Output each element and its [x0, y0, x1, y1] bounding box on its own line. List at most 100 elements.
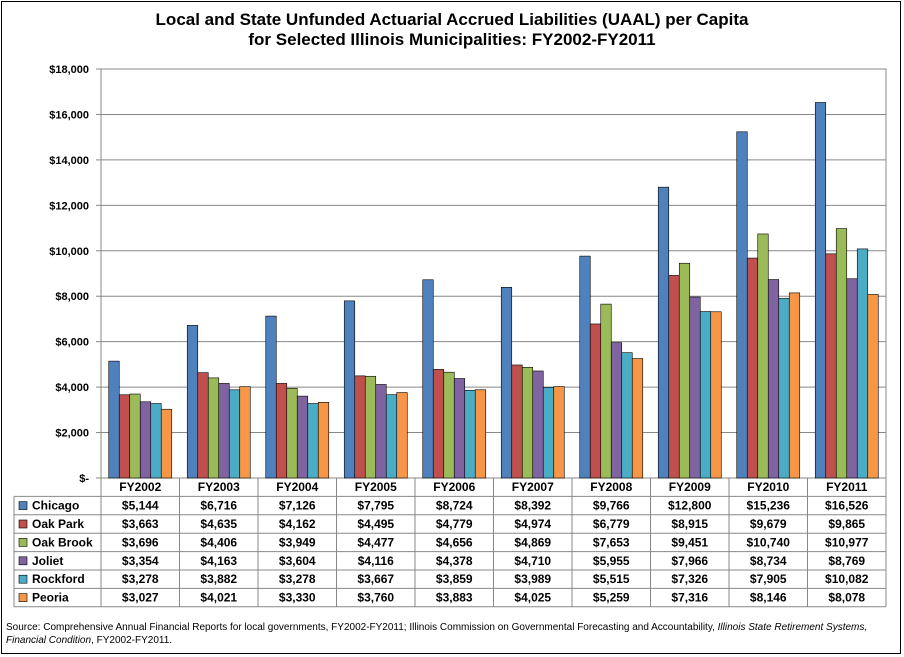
- bar: [354, 375, 366, 479]
- y-tick-label: $10,000: [49, 246, 89, 258]
- bar: [814, 102, 827, 479]
- bar: [207, 377, 220, 479]
- bar: [129, 393, 141, 479]
- legend-label: Oak Brook: [32, 535, 93, 549]
- data-label: $10,740: [747, 535, 791, 549]
- data-label: $3,760: [357, 591, 394, 605]
- legend-swatch: [18, 574, 28, 584]
- data-label: $3,667: [357, 572, 394, 586]
- bar: [275, 383, 288, 479]
- bar: [375, 384, 387, 479]
- bar: [532, 370, 544, 479]
- y-tick-label: $18,000: [49, 64, 89, 76]
- data-label: $9,451: [671, 535, 708, 549]
- bar: [600, 303, 612, 479]
- legend-label: Rockford: [32, 572, 85, 586]
- source-text-1: Source: Comprehensive Annual Financial R…: [6, 622, 718, 633]
- x-tick-label: FY2006: [433, 480, 475, 494]
- data-label: $15,236: [747, 499, 791, 513]
- legend-swatch: [18, 501, 28, 510]
- data-label: $3,027: [122, 591, 159, 605]
- data-label: $7,905: [750, 572, 787, 586]
- bar: [856, 248, 869, 479]
- bar: [757, 233, 769, 479]
- bar: [396, 392, 408, 479]
- data-label: $8,392: [514, 499, 551, 513]
- data-label: $7,326: [671, 572, 708, 586]
- data-label: $10,977: [825, 535, 869, 549]
- data-label: $6,716: [200, 499, 237, 513]
- legend-label: Oak Park: [32, 517, 84, 531]
- legend-label: Peoria: [32, 591, 69, 605]
- bar: [500, 287, 513, 479]
- data-label: $4,025: [514, 591, 551, 605]
- y-tick-label: $14,000: [49, 155, 89, 167]
- x-tick-label: FY2011: [826, 480, 868, 494]
- bar: [610, 342, 623, 479]
- data-label: $4,021: [200, 591, 237, 605]
- legend-swatch: [18, 519, 28, 529]
- data-label: $4,495: [357, 517, 394, 531]
- bar: [746, 257, 759, 479]
- bar: [453, 378, 466, 479]
- data-label: $3,883: [436, 591, 473, 605]
- data-label: $9,865: [828, 517, 865, 531]
- y-tick-label: $-: [79, 473, 89, 485]
- data-label: $3,278: [122, 572, 159, 586]
- bar: [343, 300, 356, 479]
- data-label: $12,800: [668, 499, 712, 513]
- bar: [631, 358, 644, 479]
- data-label: $6,779: [593, 517, 630, 531]
- legend-swatch: [18, 593, 28, 602]
- bar: [678, 262, 691, 479]
- bar: [521, 367, 534, 479]
- bar: [385, 394, 398, 479]
- bar: [553, 386, 565, 479]
- data-label: $8,915: [671, 517, 708, 531]
- bar: [422, 279, 434, 479]
- data-label: $4,869: [514, 535, 551, 549]
- bar: [710, 311, 722, 479]
- data-label: $8,146: [750, 591, 787, 605]
- bar: [657, 186, 670, 479]
- bar: [239, 386, 251, 479]
- bar: [307, 403, 319, 479]
- y-tick-label: $6,000: [55, 337, 89, 349]
- data-label: $7,126: [279, 499, 316, 513]
- data-label: $4,163: [200, 554, 237, 568]
- x-tick-label: FY2003: [198, 480, 240, 494]
- data-label: $9,766: [593, 499, 630, 513]
- data-label: $4,635: [200, 517, 237, 531]
- data-label: $8,724: [436, 499, 473, 513]
- data-label: $3,696: [122, 535, 159, 549]
- x-tick-label: FY2009: [669, 480, 711, 494]
- chart-title-line-2: for Selected Illinois Municipalities: FY…: [248, 30, 656, 49]
- data-label: $5,515: [593, 572, 630, 586]
- bar: [699, 311, 712, 479]
- bar: [286, 387, 298, 479]
- bar: [364, 375, 377, 479]
- x-tick-label: FY2008: [590, 480, 632, 494]
- bar: [108, 360, 120, 479]
- legend-swatch: [18, 538, 28, 547]
- data-label: $3,859: [436, 572, 473, 586]
- data-label: $4,477: [357, 535, 394, 549]
- chart-title: Local and State Unfunded Actuarial Accru…: [0, 10, 904, 50]
- bar: [218, 383, 230, 479]
- bar: [139, 401, 152, 479]
- bar: [474, 389, 487, 479]
- bar: [825, 253, 837, 479]
- data-label: $7,316: [671, 591, 708, 605]
- legend-label: Chicago: [32, 499, 79, 513]
- bar: [736, 131, 748, 479]
- bar: [432, 369, 445, 479]
- bar: [846, 278, 858, 479]
- bar: [160, 408, 173, 479]
- bar: [689, 296, 701, 479]
- y-tick-label: $4,000: [55, 382, 89, 394]
- data-label: $7,966: [671, 554, 708, 568]
- bar: [186, 325, 199, 479]
- data-label: $3,278: [279, 572, 316, 586]
- x-tick-label: FY2010: [747, 480, 789, 494]
